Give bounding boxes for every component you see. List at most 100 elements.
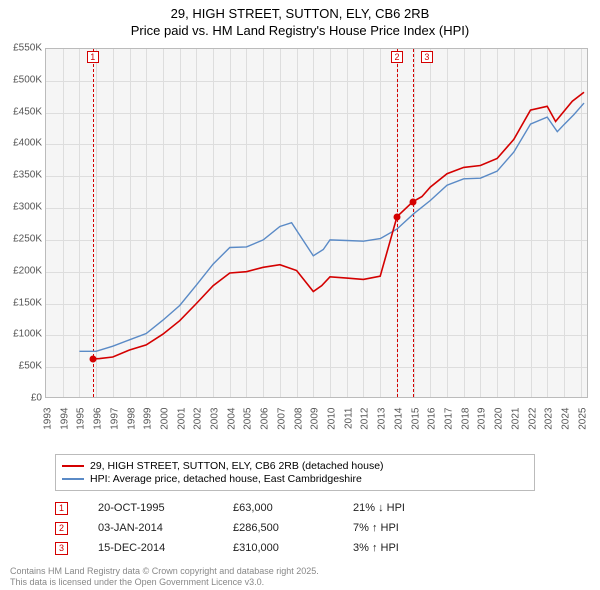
- event-marker: 1: [55, 502, 68, 515]
- gridline-v: [514, 49, 515, 397]
- legend-item-hpi: HPI: Average price, detached house, East…: [62, 473, 528, 485]
- x-tick-label: 1997: [109, 408, 120, 430]
- y-tick-label: £300K: [13, 202, 42, 213]
- event-line: [413, 49, 414, 397]
- title-line-2: Price paid vs. HM Land Registry's House …: [0, 23, 600, 38]
- gridline-h: [46, 367, 587, 368]
- gridline-h: [46, 304, 587, 305]
- gridline-v: [180, 49, 181, 397]
- gridline-v: [230, 49, 231, 397]
- gridline-v: [263, 49, 264, 397]
- x-tick-label: 2012: [360, 408, 371, 430]
- gridline-v: [297, 49, 298, 397]
- gridline-v: [581, 49, 582, 397]
- gridline-v: [246, 49, 247, 397]
- y-tick-label: £150K: [13, 297, 42, 308]
- x-tick-label: 2005: [243, 408, 254, 430]
- price-point-dot: [89, 355, 96, 362]
- gridline-v: [146, 49, 147, 397]
- gridline-v: [113, 49, 114, 397]
- x-tick-label: 2020: [494, 408, 505, 430]
- event-price: £63,000: [233, 502, 353, 514]
- y-tick-label: £500K: [13, 74, 42, 85]
- x-tick-label: 1998: [126, 408, 137, 430]
- gridline-v: [464, 49, 465, 397]
- x-tick-label: 2013: [377, 408, 388, 430]
- gridline-v: [531, 49, 532, 397]
- x-tick-label: 2002: [193, 408, 204, 430]
- events-table: 120-OCT-1995£63,00021% ↓ HPI203-JAN-2014…: [55, 498, 405, 558]
- gridline-v: [213, 49, 214, 397]
- event-marker: 2: [55, 522, 68, 535]
- gridline-v: [430, 49, 431, 397]
- gridline-h: [46, 113, 587, 114]
- gridline-v: [547, 49, 548, 397]
- y-tick-label: £250K: [13, 233, 42, 244]
- gridline-v: [497, 49, 498, 397]
- event-row: 315-DEC-2014£310,0003% ↑ HPI: [55, 538, 405, 558]
- y-axis: £0£50K£100K£150K£200K£250K£300K£350K£400…: [2, 48, 44, 398]
- y-tick-label: £50K: [19, 361, 42, 372]
- gridline-v: [380, 49, 381, 397]
- legend: 29, HIGH STREET, SUTTON, ELY, CB6 2RB (d…: [55, 454, 535, 491]
- event-marker: 1: [87, 51, 99, 63]
- x-tick-label: 2011: [343, 408, 354, 430]
- gridline-h: [46, 176, 587, 177]
- x-tick-label: 1995: [76, 408, 87, 430]
- chart: 123 £0£50K£100K£150K£200K£250K£300K£350K…: [45, 48, 588, 418]
- y-tick-label: £550K: [13, 43, 42, 54]
- price-point-dot: [409, 198, 416, 205]
- y-tick-label: £0: [31, 393, 42, 404]
- event-date: 15-DEC-2014: [98, 542, 233, 554]
- x-tick-label: 2003: [210, 408, 221, 430]
- legend-label: HPI: Average price, detached house, East…: [90, 473, 362, 485]
- series-hpi: [79, 103, 584, 351]
- x-tick-label: 2015: [410, 408, 421, 430]
- event-date: 20-OCT-1995: [98, 502, 233, 514]
- gridline-v: [363, 49, 364, 397]
- series-price_paid: [93, 92, 584, 359]
- gridline-v: [330, 49, 331, 397]
- gridline-h: [46, 208, 587, 209]
- gridline-v: [163, 49, 164, 397]
- event-line: [93, 49, 94, 397]
- x-tick-label: 1999: [143, 408, 154, 430]
- gridline-h: [46, 335, 587, 336]
- line-series: [46, 49, 589, 399]
- x-tick-label: 2018: [460, 408, 471, 430]
- event-date: 03-JAN-2014: [98, 522, 233, 534]
- gridline-h: [46, 144, 587, 145]
- x-tick-label: 2006: [260, 408, 271, 430]
- footer-line-2: This data is licensed under the Open Gov…: [10, 577, 319, 588]
- event-row: 203-JAN-2014£286,5007% ↑ HPI: [55, 518, 405, 538]
- gridline-v: [564, 49, 565, 397]
- x-tick-label: 2019: [477, 408, 488, 430]
- x-tick-label: 2023: [544, 408, 555, 430]
- x-tick-label: 2007: [276, 408, 287, 430]
- legend-item-price-paid: 29, HIGH STREET, SUTTON, ELY, CB6 2RB (d…: [62, 460, 528, 472]
- event-price: £310,000: [233, 542, 353, 554]
- gridline-v: [480, 49, 481, 397]
- x-tick-label: 2009: [310, 408, 321, 430]
- x-tick-label: 1996: [93, 408, 104, 430]
- x-tick-label: 2014: [393, 408, 404, 430]
- x-tick-label: 2017: [443, 408, 454, 430]
- x-tick-label: 1994: [59, 408, 70, 430]
- event-price: £286,500: [233, 522, 353, 534]
- x-tick-label: 2024: [560, 408, 571, 430]
- gridline-h: [46, 272, 587, 273]
- x-axis: 1993199419951996199719981999200020012002…: [45, 398, 588, 448]
- gridline-h: [46, 81, 587, 82]
- gridline-h: [46, 240, 587, 241]
- gridline-v: [280, 49, 281, 397]
- x-tick-label: 2025: [577, 408, 588, 430]
- legend-swatch: [62, 478, 84, 480]
- footer: Contains HM Land Registry data © Crown c…: [10, 566, 319, 589]
- chart-title: 29, HIGH STREET, SUTTON, ELY, CB6 2RB Pr…: [0, 0, 600, 40]
- x-tick-label: 2021: [510, 408, 521, 430]
- event-row: 120-OCT-1995£63,00021% ↓ HPI: [55, 498, 405, 518]
- y-tick-label: £400K: [13, 138, 42, 149]
- x-tick-label: 2016: [427, 408, 438, 430]
- title-line-1: 29, HIGH STREET, SUTTON, ELY, CB6 2RB: [0, 6, 600, 21]
- x-tick-label: 2001: [176, 408, 187, 430]
